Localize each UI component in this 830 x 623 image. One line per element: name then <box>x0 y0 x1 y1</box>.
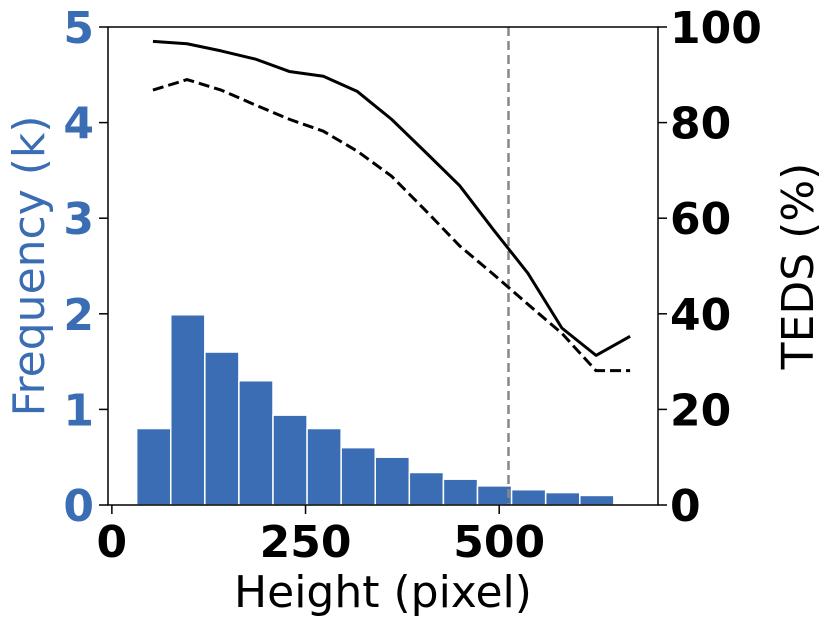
histogram-bar <box>442 478 479 506</box>
histogram-bar <box>306 427 342 506</box>
histogram-bar <box>135 427 172 506</box>
y2-axis-label: TEDS (%) <box>773 163 824 371</box>
y2-tick-label: 80 <box>670 99 731 150</box>
histogram-bar <box>408 471 445 506</box>
teds-line-dashed <box>152 78 631 373</box>
teds-line-solid <box>152 39 631 357</box>
y-tick-label: 5 <box>63 3 94 54</box>
histogram-bar <box>510 488 547 506</box>
y2-tick-label: 0 <box>670 481 701 532</box>
histogram-bar <box>169 314 206 506</box>
histogram-bar <box>238 379 274 506</box>
x-tick-label: 250 <box>260 517 352 568</box>
y-axis-label: Frequency (k) <box>4 115 55 416</box>
y-tick-label: 2 <box>63 290 94 341</box>
axis-ticks: 0 1 2 3 4 5 0 20 40 60 80 100 0 250 500 <box>63 3 761 568</box>
x-axis-label: Height (pixel) <box>234 567 532 618</box>
plot-frame <box>107 26 659 506</box>
histogram-bar <box>579 494 615 506</box>
y-tick-label: 3 <box>63 194 94 245</box>
y-tick-label: 0 <box>63 481 94 532</box>
histogram-bar <box>272 414 308 506</box>
histogram-bars <box>135 314 649 506</box>
histogram-bar <box>204 351 240 506</box>
histogram-bar <box>544 491 581 506</box>
y2-tick-label: 100 <box>670 3 762 54</box>
y-tick-label: 1 <box>63 385 94 436</box>
y2-tick-label: 60 <box>670 194 731 245</box>
y-tick-label: 4 <box>63 99 94 150</box>
histogram-bar <box>476 485 513 506</box>
teds-lines <box>152 39 631 373</box>
y2-tick-label: 40 <box>670 290 731 341</box>
x-tick-label: 500 <box>453 517 545 568</box>
histogram-bar <box>374 456 411 506</box>
x-tick-label: 0 <box>97 517 128 568</box>
y2-tick-label: 20 <box>670 385 731 436</box>
histogram-bar <box>340 446 377 506</box>
